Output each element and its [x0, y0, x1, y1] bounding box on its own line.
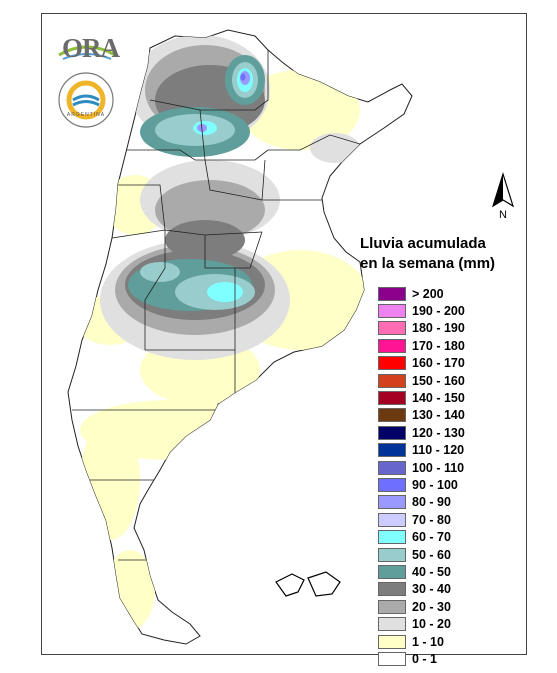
legend-item: 50 - 60 [378, 546, 465, 563]
legend-swatch [378, 547, 406, 562]
legend-label: 130 - 140 [412, 408, 465, 423]
legend-swatch [378, 391, 406, 406]
legend-swatch [378, 460, 406, 475]
legend-swatch [378, 564, 406, 579]
legend-swatch [378, 495, 406, 510]
legend-item: 10 - 20 [378, 615, 465, 632]
seal-icon [58, 72, 114, 128]
logo-name: ORA [62, 33, 120, 63]
legend-label: 150 - 160 [412, 373, 465, 388]
legend-item: 1 - 10 [378, 633, 465, 650]
ora-logo-icon [58, 45, 116, 60]
legend-title-line2: en la semana (mm) [360, 255, 496, 272]
legend-title-line1: Lluvia acumulada [360, 235, 486, 252]
legend-item: 20 - 30 [378, 598, 465, 615]
legend-swatch [378, 338, 406, 353]
legend-item: 120 - 130 [378, 424, 465, 441]
legend-label: 140 - 150 [412, 391, 465, 406]
legend-swatch [378, 617, 406, 632]
legend-label: 20 - 30 [412, 599, 451, 614]
legend-item: 180 - 190 [378, 320, 465, 337]
legend-swatch [378, 443, 406, 458]
legend-item: 160 - 170 [378, 355, 465, 372]
legend-swatch [378, 286, 406, 301]
legend-label: 190 - 200 [412, 304, 465, 319]
legend-label: 160 - 170 [412, 356, 465, 371]
legend-item: 30 - 40 [378, 581, 465, 598]
legend-item: 170 - 180 [378, 337, 465, 354]
legend-item: 90 - 100 [378, 476, 465, 493]
legend-label: 60 - 70 [412, 530, 451, 545]
legend-label: 40 - 50 [412, 564, 451, 579]
legend-item: 60 - 70 [378, 528, 465, 545]
legend-swatch [378, 477, 406, 492]
legend-item: 140 - 150 [378, 389, 465, 406]
legend-label: 0 - 1 [412, 651, 438, 666]
north-label: N [499, 209, 507, 221]
legend-item: 0 - 1 [378, 650, 465, 667]
legend-item: 70 - 80 [378, 511, 465, 528]
legend-item: 100 - 110 [378, 459, 465, 476]
legend-item: 80 - 90 [378, 494, 465, 511]
legend-swatch [378, 356, 406, 371]
legend-swatch [378, 321, 406, 336]
legend-label: 70 - 80 [412, 512, 451, 527]
legend-swatch [378, 408, 406, 423]
north-arrow-icon [491, 172, 515, 208]
legend-label: 180 - 190 [412, 321, 465, 336]
legend-label: > 200 [412, 286, 444, 301]
legend-item: 130 - 140 [378, 407, 465, 424]
legend-swatch [378, 582, 406, 597]
legend-swatch [378, 599, 406, 614]
legend-label: 90 - 100 [412, 477, 458, 492]
legend-swatch [378, 373, 406, 388]
legend-swatch [378, 304, 406, 319]
legend-label: 80 - 90 [412, 495, 451, 510]
legend-label: 50 - 60 [412, 547, 451, 562]
islands [275, 571, 341, 597]
legend-label: 100 - 110 [412, 460, 465, 475]
legend-label: 1 - 10 [412, 634, 444, 649]
legend-label: 30 - 40 [412, 582, 451, 597]
legend-swatch [378, 512, 406, 527]
legend-label: 110 - 120 [412, 443, 465, 458]
seal-text: ARGENTINA [66, 112, 106, 118]
legend-item: 40 - 50 [378, 563, 465, 580]
legend-swatch [378, 651, 406, 666]
legend-item: > 200 [378, 285, 465, 302]
legend-title: Lluvia acumulada en la semana (mm) [360, 234, 530, 274]
legend-label: 10 - 20 [412, 617, 451, 632]
legend-item: 190 - 200 [378, 302, 465, 319]
legend-swatch [378, 530, 406, 545]
legend-swatch [378, 425, 406, 440]
legend-item: 150 - 160 [378, 372, 465, 389]
legend-swatch [378, 634, 406, 649]
legend-label: 120 - 130 [412, 425, 465, 440]
legend-item: 110 - 120 [378, 442, 465, 459]
legend: > 200 190 - 200 180 - 190 170 - 180 160 - 17… [378, 285, 465, 668]
legend-label: 170 - 180 [412, 338, 465, 353]
